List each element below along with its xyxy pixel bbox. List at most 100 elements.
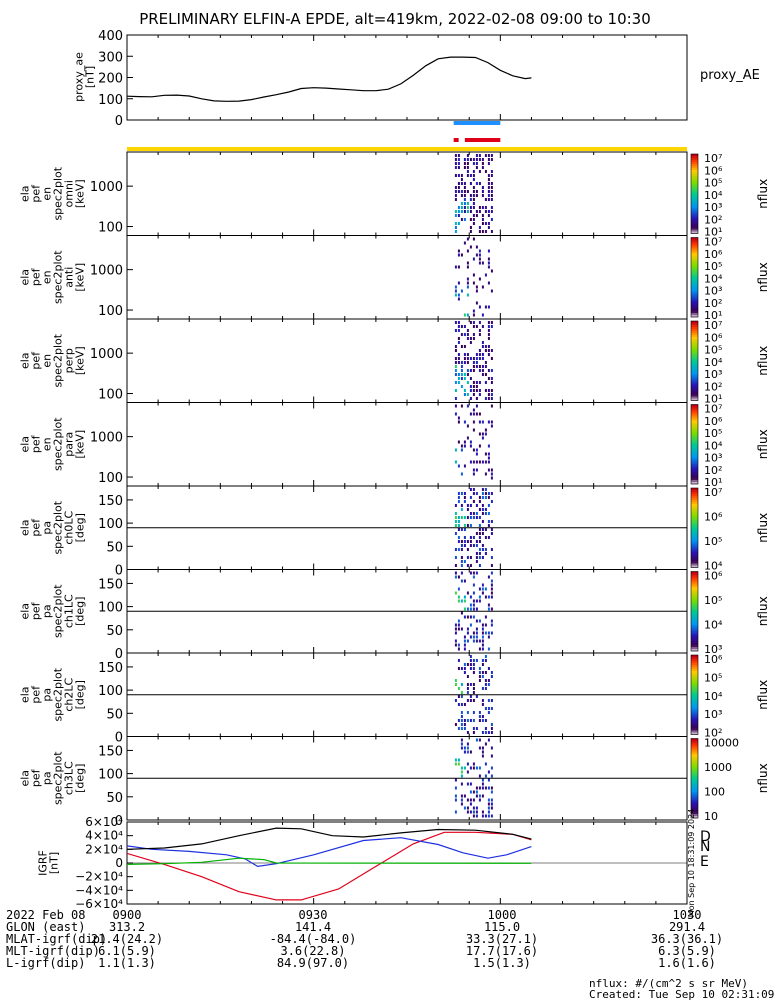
spec-panel-7-cell [463,806,466,810]
spec-panel-5-cell [460,571,463,575]
spec-panel-2-cell [466,381,469,384]
spec-panel-0-cell [481,206,484,209]
spec-panel-0-cell [478,210,481,213]
spec-panel-7-cell [463,746,466,750]
spec-panel-1-colorbar-swatch [691,273,698,276]
spec-panel-0-cell [475,194,478,197]
spec-panel-6-colorbar-swatch [691,664,698,668]
spec-panel-1-cell [457,297,460,301]
spec-panel-0-colorbar-swatch [691,205,698,209]
spec-panel-2-colorbar-swatch [691,346,698,350]
spec-panel-2-cell [454,397,457,400]
spec-panel-0-cell [466,210,469,213]
spec-panel-0-frame [126,151,688,236]
spec-panel-4-cell [457,496,460,499]
spec-panel-6-colorbar-swatch [691,724,698,728]
spec-panel-4-cell [478,528,481,531]
igrf-legend-D: D [700,829,711,845]
spec-panel-2-cell [478,381,481,384]
spec-panel-0-colorbar-swatch [691,189,698,193]
spec-panel-1-cell [472,309,475,313]
spec-panel-7-cell [472,790,475,794]
spec-panel-2-cell [487,369,490,372]
spec-panel-3-cell [490,476,493,480]
spec-panel-0-ytick-label: 1000 [90,180,123,195]
spec-panel-0-cell [478,154,481,157]
igrf-ytick-label: −4×10⁴ [75,883,123,897]
spec-panel-6-cell [466,699,469,702]
spec-panel-1-cell [490,269,493,273]
spec-panel-1-colorbar-swatch [691,237,698,240]
spec-panel-6-colorbar-swatch [691,684,698,688]
spec-panel-2-cell [490,397,493,400]
spec-panel-2-cell [481,369,484,372]
spec-panel-4-cell [454,532,457,535]
spec-panel-4-cell [484,508,487,511]
spec-panel-2-cell [463,389,466,392]
spec-panel-4-colorbar-swatch [691,553,698,557]
spec-panel-4-cell [475,540,478,543]
spec-panel-3-colorbar-swatch [691,452,698,455]
spec-panel-7-ytick-label: 100 [98,768,123,783]
spec-panel-1-cell [460,289,463,293]
igrf-series-D [126,831,532,901]
spec-panel-2-cell [472,365,475,368]
spec-panel-3-colorbar-swatch [691,436,698,439]
spec-panel-5-colorbar-swatch [691,619,698,622]
spec-panel-2-colorbar-swatch [691,366,698,370]
spec-panel-6-cell [481,715,484,718]
spec-panel-3-colorbar-swatch [691,460,698,463]
spec-panel-0-colorbar-swatch [691,195,698,199]
spec-panel-0-cell [481,162,484,165]
ae-ytick-label: 0 [115,114,123,129]
spec-panel-5-colorbar-swatch [691,643,698,646]
status-bar [464,138,501,142]
spec-panel-0-colorbar-swatch [691,163,698,167]
spec-panel-3-cell [487,468,490,472]
spec-panel-4-cell [463,544,466,547]
spec-panel-7-cell [466,810,469,814]
spec-panel-0-cell [487,178,490,181]
spec-panel-2-colorbar-swatch [691,340,698,344]
spec-panel-4-cell [472,516,475,519]
spec-panel-0-cell [454,230,457,233]
spec-panel-6-cell [472,687,475,690]
spec-panel-4-cell [457,520,460,523]
spec-panel-5-cell [487,603,490,607]
spec-panel-6-colorbar-swatch [691,720,698,724]
spec-panel-1-colorbar-tick: 10⁶ [704,248,723,261]
spec-panel-1-colorbar-swatch [691,267,698,270]
spec-panel-6-cell [490,727,493,730]
spec-panel-5-cell [490,591,493,595]
spec-panel-2-cell [472,369,475,372]
spec-panel-2-colorbar-swatch [691,350,698,354]
spec-panel-3-cell [472,468,475,472]
spec-panel-2-colorbar-swatch [691,364,698,368]
spec-panel-6-cell [469,655,472,658]
spec-panel-5-cell [472,635,475,639]
spec-panel-4-cell [466,564,469,567]
spec-panel-6-ytick-label: 0 [115,731,123,746]
spec-panel-4-cell [481,496,484,499]
spec-panel-7-colorbar-tick: 10000 [704,737,739,750]
spec-panel-2-cell [463,333,466,336]
spec-panel-3-cell [469,444,472,448]
spec-panel-6-ylabel-line: pef [30,685,43,704]
spec-panel-6-cell [484,687,487,690]
footer-row-value: 0930 [298,908,328,922]
spec-panel-5-cell [457,599,460,603]
spec-panel-7-cell [484,774,487,778]
ae-ytick-label: 100 [98,93,123,108]
spec-panel-0-cell [463,218,466,221]
spec-panel-7-cell [466,746,469,750]
spec-panel-0-colorbar-swatch [691,197,698,201]
spec-panel-5-cell [481,591,484,595]
spec-panel-7-cell [460,794,463,798]
spec-panel-7-cell [460,774,463,778]
spec-panel-6-cell [478,667,481,670]
spec-panel-2-colorbar-swatch [691,398,698,401]
spec-panel-0-cell [460,194,463,197]
spec-panel-4-cell [478,500,481,503]
spec-panel-4-colorbar-swatch [691,533,698,537]
